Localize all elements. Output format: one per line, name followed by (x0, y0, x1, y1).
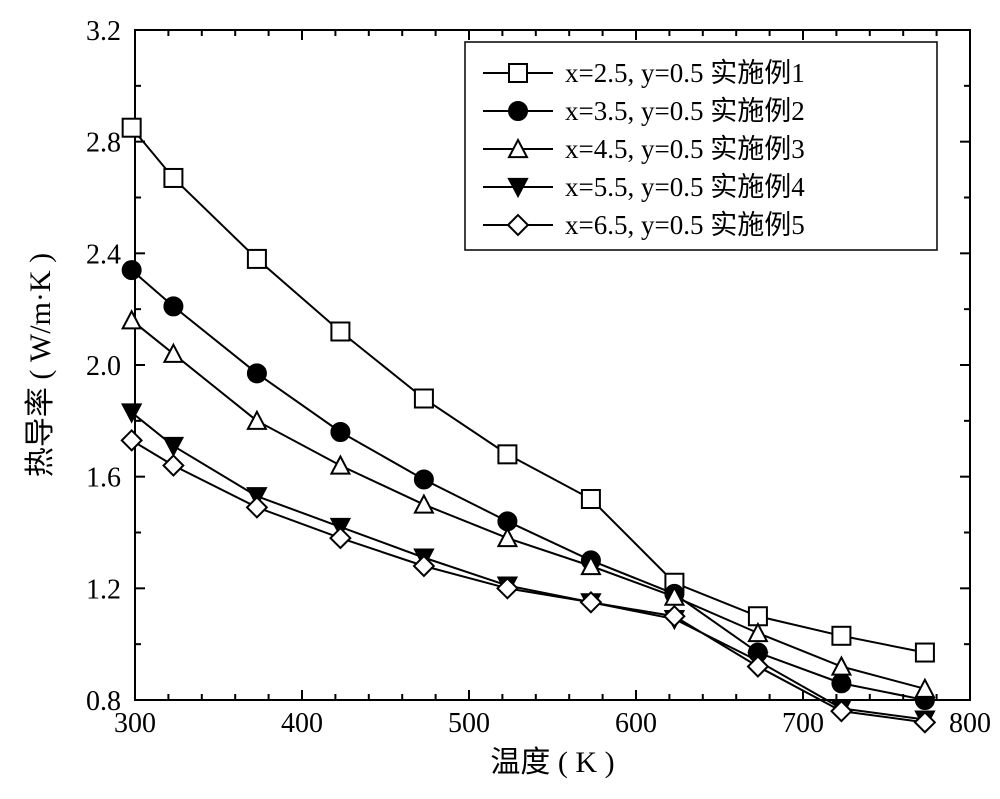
x-axis-title: 温度 ( K ) (490, 746, 614, 779)
y-tick-label: 0.8 (86, 686, 121, 717)
legend-label: x=6.5, y=0.5 实施例5 (565, 210, 805, 240)
x-tick-label: 800 (949, 708, 991, 739)
legend-label: x=3.5, y=0.5 实施例2 (565, 96, 805, 126)
x-tick-label: 400 (281, 708, 323, 739)
y-tick-label: 1.6 (86, 463, 121, 494)
y-tick-label: 2.4 (86, 239, 121, 270)
legend-label: x=2.5, y=0.5 实施例1 (565, 58, 805, 88)
series-0 (123, 119, 934, 662)
series-3 (123, 404, 934, 728)
y-tick-label: 1.2 (86, 574, 121, 605)
y-axis-title: 热导率 ( W/m·K ) (24, 253, 57, 477)
series-2 (123, 311, 934, 697)
legend-label: x=4.5, y=0.5 实施例3 (565, 134, 805, 164)
y-tick-label: 3.2 (86, 16, 121, 47)
legend: x=2.5, y=0.5 实施例1 x=3.5, y=0.5 实施例2 x=4.5,… (465, 42, 937, 250)
series-4 (122, 430, 935, 732)
x-tick-label: 700 (782, 708, 824, 739)
x-tick-label: 600 (615, 708, 657, 739)
x-tick-label: 500 (448, 708, 490, 739)
legend-label: x=5.5, y=0.5 实施例4 (565, 172, 805, 202)
y-tick-label: 2.0 (86, 351, 121, 382)
y-tick-label: 2.8 (86, 128, 121, 159)
series-1 (123, 261, 934, 709)
